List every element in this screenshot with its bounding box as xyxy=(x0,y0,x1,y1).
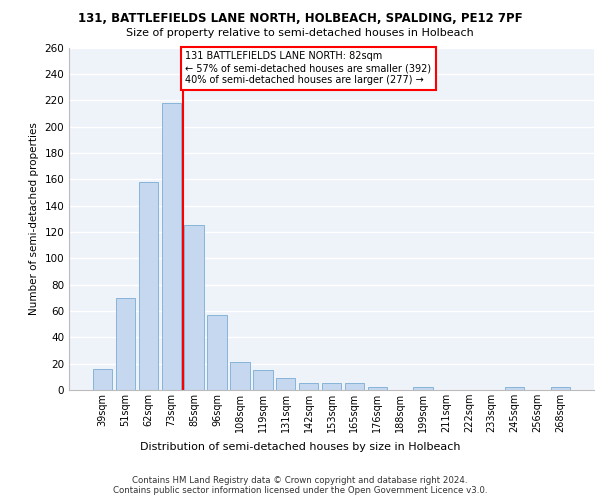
Bar xyxy=(208,315,227,390)
Bar xyxy=(276,378,295,390)
Text: Distribution of semi-detached houses by size in Holbeach: Distribution of semi-detached houses by … xyxy=(140,442,460,452)
Bar xyxy=(344,384,364,390)
Bar xyxy=(253,370,272,390)
Bar xyxy=(93,369,112,390)
Bar xyxy=(413,388,433,390)
Text: 131 BATTLEFIELDS LANE NORTH: 82sqm
← 57% of semi-detached houses are smaller (39: 131 BATTLEFIELDS LANE NORTH: 82sqm ← 57%… xyxy=(185,52,431,84)
Bar xyxy=(161,103,181,390)
Bar xyxy=(184,226,204,390)
Bar xyxy=(299,384,319,390)
Text: Size of property relative to semi-detached houses in Holbeach: Size of property relative to semi-detach… xyxy=(126,28,474,38)
Bar xyxy=(322,384,341,390)
Bar xyxy=(505,388,524,390)
Bar xyxy=(116,298,135,390)
Y-axis label: Number of semi-detached properties: Number of semi-detached properties xyxy=(29,122,39,315)
Bar xyxy=(230,362,250,390)
Bar xyxy=(368,388,387,390)
Text: 131, BATTLEFIELDS LANE NORTH, HOLBEACH, SPALDING, PE12 7PF: 131, BATTLEFIELDS LANE NORTH, HOLBEACH, … xyxy=(77,12,523,26)
Bar xyxy=(551,388,570,390)
Text: Contains HM Land Registry data © Crown copyright and database right 2024.
Contai: Contains HM Land Registry data © Crown c… xyxy=(113,476,487,495)
Bar xyxy=(139,182,158,390)
